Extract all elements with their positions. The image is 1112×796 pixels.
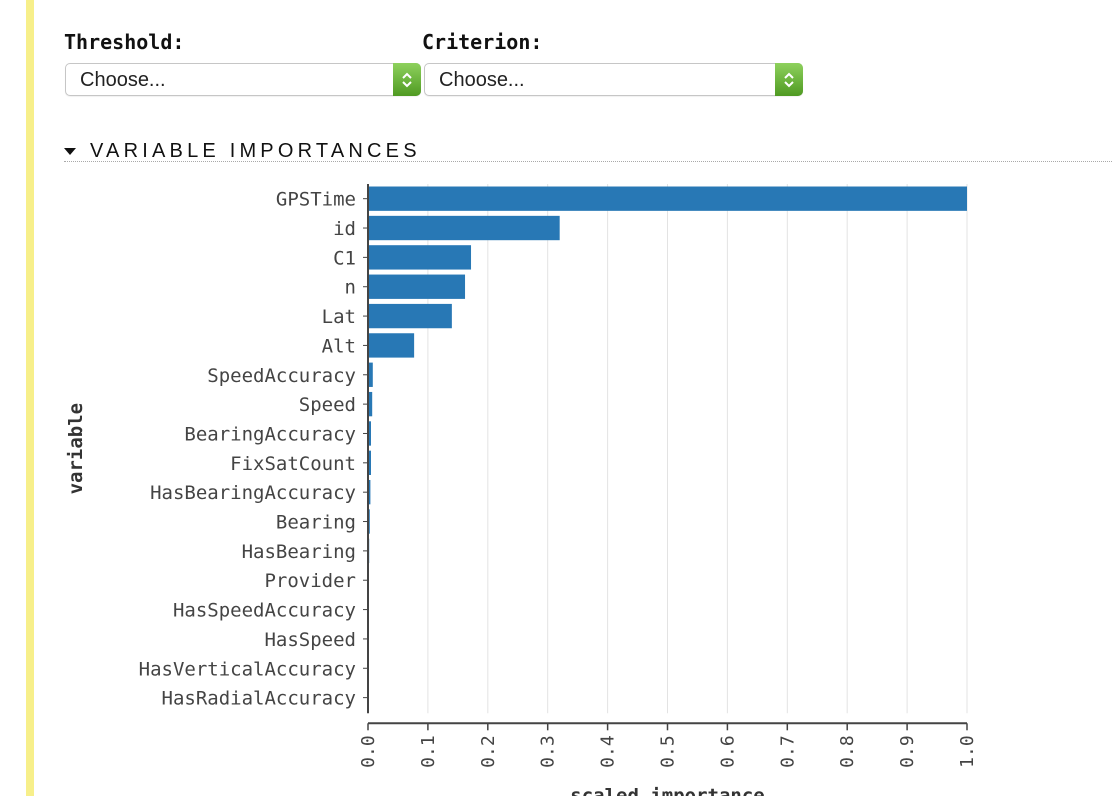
bar [368, 333, 415, 358]
criterion-label: Criterion: [422, 30, 543, 54]
bar [368, 274, 466, 299]
y-axis-title: variable [65, 403, 87, 495]
section-title: VARIABLE IMPORTANCES [90, 139, 421, 162]
bar [368, 450, 371, 475]
y-tick-label: FixSatCount [230, 453, 356, 475]
variable-importances-toggle[interactable]: VARIABLE IMPORTANCES [64, 138, 421, 164]
criterion-select-value: Choose... [439, 69, 525, 91]
x-tick-label: 0.7 [777, 735, 798, 768]
y-tick-label: BearingAccuracy [184, 423, 356, 445]
y-tick-label: Alt [322, 335, 356, 357]
y-tick-label: id [333, 218, 356, 240]
bar [368, 215, 560, 241]
criterion-select[interactable]: Choose... [424, 63, 803, 96]
section-divider [64, 161, 1112, 162]
left-accent-bar [26, 0, 34, 796]
bar [368, 480, 371, 505]
threshold-label: Threshold: [64, 30, 185, 54]
bar [368, 421, 371, 446]
bar [368, 303, 452, 329]
y-tick-label: GPSTime [276, 189, 356, 211]
x-tick-label: 0.3 [538, 735, 559, 768]
x-tick-label: 1.0 [957, 735, 978, 768]
collapse-triangle-icon [64, 147, 76, 155]
y-tick-label: HasBearingAccuracy [150, 482, 356, 504]
bar [368, 245, 472, 270]
y-tick-label: Speed [299, 394, 356, 416]
x-tick-label: 0.6 [717, 735, 738, 768]
y-tick-label: Bearing [276, 512, 356, 534]
x-tick-label: 0.9 [897, 735, 918, 768]
x-tick-label: 0.5 [658, 735, 679, 768]
y-tick-label: Provider [264, 570, 356, 592]
y-tick-label: SpeedAccuracy [207, 365, 356, 387]
x-tick-label: 0.0 [358, 735, 379, 768]
select-chevron-icon [775, 63, 803, 96]
bar [368, 362, 373, 387]
bar [368, 186, 967, 211]
threshold-select[interactable]: Choose... [65, 63, 421, 96]
y-tick-label: n [345, 277, 356, 299]
x-tick-label: 0.8 [837, 735, 858, 768]
y-tick-label: C1 [333, 247, 356, 269]
y-tick-label: HasBearing [242, 541, 356, 563]
y-tick-label: HasVerticalAccuracy [139, 658, 356, 680]
x-tick-label: 0.4 [598, 735, 619, 768]
y-tick-label: Lat [322, 306, 356, 328]
x-axis-title: scaled_importance [570, 785, 764, 796]
x-tick-label: 0.2 [478, 735, 499, 768]
threshold-select-value: Choose... [80, 69, 166, 91]
y-tick-label: HasSpeedAccuracy [173, 600, 356, 622]
bar [368, 391, 373, 417]
x-tick-label: 0.1 [418, 735, 439, 768]
select-chevron-icon [393, 63, 421, 96]
y-tick-label: HasSpeed [264, 629, 356, 651]
y-tick-label: HasRadialAccuracy [162, 688, 356, 710]
